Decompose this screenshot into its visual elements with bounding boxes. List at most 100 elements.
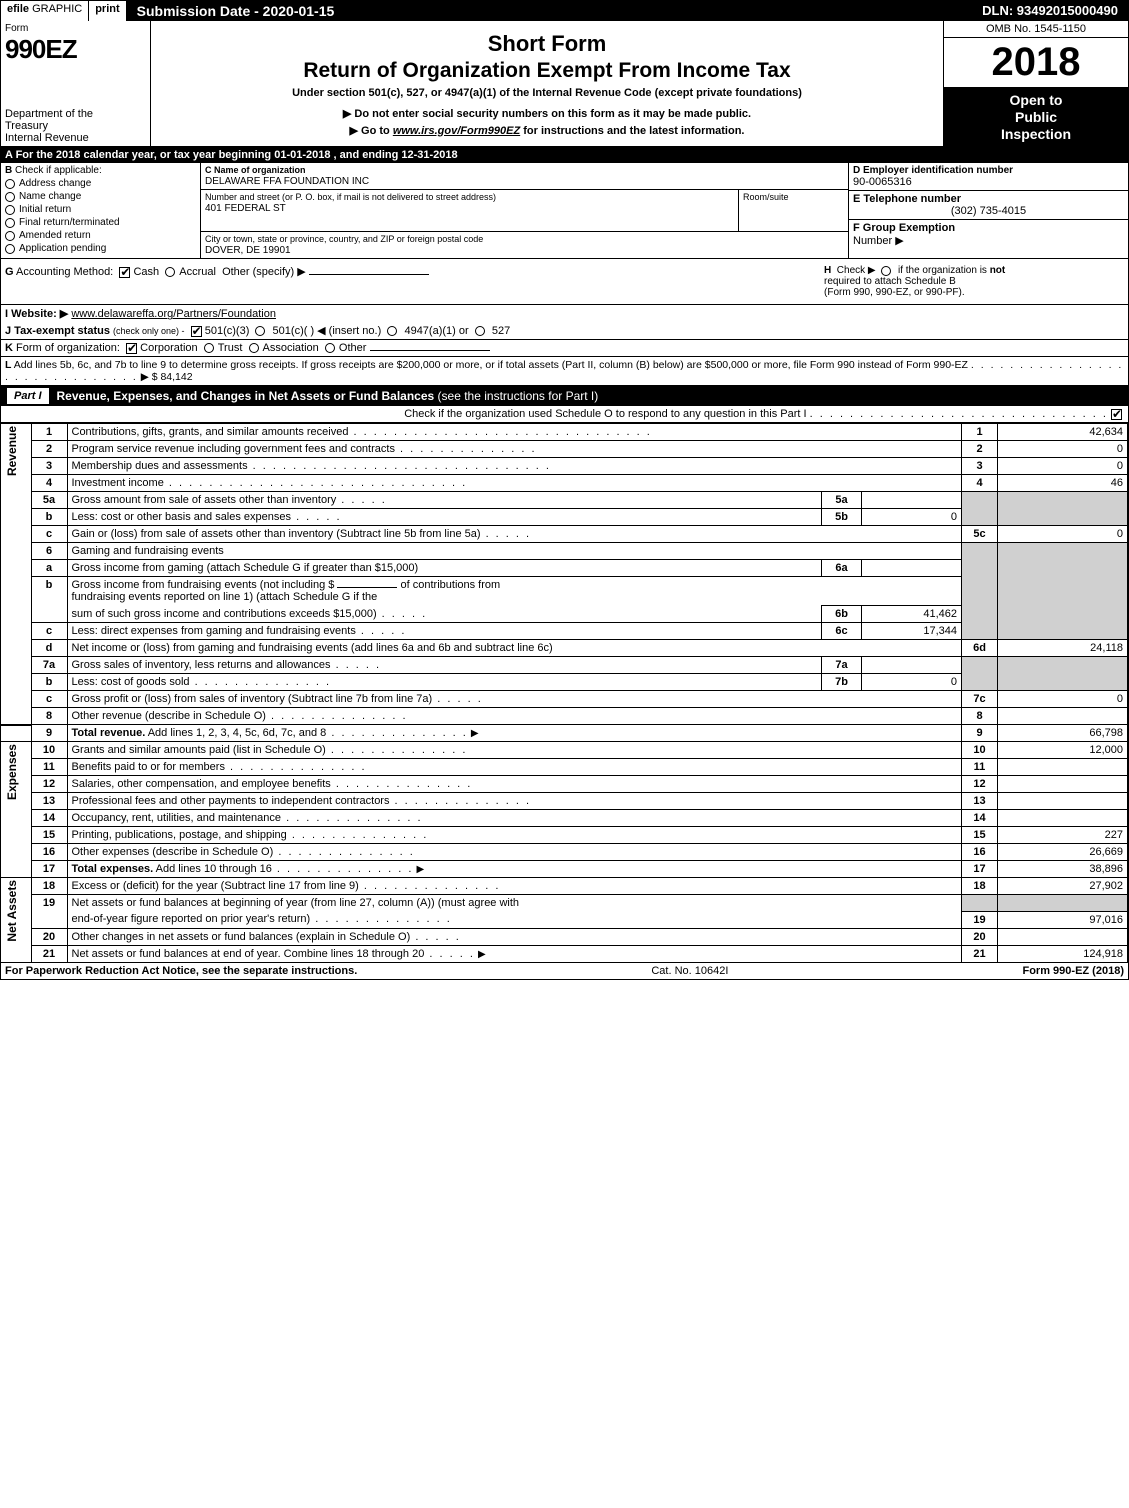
- l21-txt-span: Net assets or fund balances at end of ye…: [72, 948, 425, 960]
- line-5b: b Less: cost or other basis and sales ex…: [1, 509, 1128, 526]
- footer-right-pre: Form: [1022, 965, 1053, 977]
- k-other-line[interactable]: [370, 350, 490, 351]
- l9-txt: Total revenue. Add lines 1, 2, 3, 4, 5c,…: [67, 725, 962, 742]
- line-6a: a Gross income from gaming (attach Sched…: [1, 560, 1128, 577]
- l19-grey: [962, 895, 998, 912]
- chk-initial-label: Initial return: [19, 204, 71, 215]
- l7b-sub: 7b: [822, 674, 862, 691]
- l7c-dots: [432, 693, 483, 705]
- l12-rn: 12: [962, 776, 998, 793]
- c-letter: C: [205, 165, 212, 175]
- l11-txt-span: Benefits paid to or for members: [72, 761, 225, 773]
- print-button[interactable]: print: [89, 1, 126, 21]
- chk-assoc[interactable]: [249, 343, 259, 353]
- l19-txt2: end-of-year figure reported on prior yea…: [72, 913, 311, 925]
- i-website-row: I Website: ▶ www.delawareffa.org/Partner…: [1, 305, 1128, 322]
- l14-dots: [281, 812, 423, 824]
- l21-num: 21: [31, 945, 67, 962]
- dept-line2: Treasury: [5, 120, 146, 132]
- l6b-amount-line[interactable]: [337, 587, 397, 588]
- chk-cash[interactable]: [119, 267, 130, 278]
- f-label2: Number: [853, 235, 892, 247]
- chk-initial-return[interactable]: Initial return: [5, 204, 196, 215]
- chk-501c[interactable]: [255, 326, 265, 336]
- chk-other[interactable]: [325, 343, 335, 353]
- netassets-vlabel: Net Assets: [1, 878, 31, 963]
- l16-dots: [273, 846, 415, 858]
- chk-corp[interactable]: [126, 343, 137, 354]
- website-value[interactable]: www.delawareffa.org/Partners/Foundation: [71, 308, 276, 320]
- line-12: 12 Salaries, other compensation, and emp…: [1, 776, 1128, 793]
- l6c-subval: 17,344: [862, 623, 962, 640]
- footer-right: Form 990-EZ (2018): [1022, 965, 1124, 977]
- part1-dots: [810, 408, 1108, 420]
- chk-trust[interactable]: [204, 343, 214, 353]
- other-label: Other (specify) ▶: [222, 266, 306, 278]
- l16-txt-span: Other expenses (describe in Schedule O): [72, 846, 274, 858]
- l6d-rn: 6d: [962, 640, 998, 657]
- l18-txt: Excess or (deficit) for the year (Subtra…: [67, 878, 962, 895]
- goto-link[interactable]: www.irs.gov/Form990EZ: [393, 125, 520, 137]
- l17-txt: Total expenses. Add lines 10 through 16: [67, 861, 962, 878]
- org-name: DELAWARE FFA FOUNDATION INC: [205, 176, 369, 187]
- l5a-txt: Gross amount from sale of assets other t…: [67, 492, 822, 509]
- l3-rn: 3: [962, 458, 998, 475]
- line-11: 11 Benefits paid to or for members 11: [1, 759, 1128, 776]
- l9-dots: [326, 727, 468, 739]
- top-bar: efile GRAPHIC print Submission Date - 20…: [1, 1, 1128, 21]
- chk-name-change[interactable]: Name change: [5, 191, 196, 202]
- g-acct: Accounting Method:: [16, 266, 113, 278]
- chk-h[interactable]: [881, 266, 891, 276]
- l6b-num: b: [31, 577, 67, 623]
- tax-year: 2018: [944, 38, 1128, 88]
- chk-part1-scho[interactable]: [1111, 409, 1122, 420]
- org-name-box: C Name of organization DELAWARE FFA FOUN…: [201, 163, 848, 190]
- chk-app-pending[interactable]: Application pending: [5, 243, 196, 254]
- part1-header: Part I Revenue, Expenses, and Changes in…: [1, 386, 1128, 406]
- l6c-dots: [356, 625, 407, 637]
- l13-txt: Professional fees and other payments to …: [67, 793, 962, 810]
- l4-dots: [164, 477, 467, 489]
- chk-amended-return[interactable]: Amended return: [5, 230, 196, 241]
- l5c-val: 0: [998, 526, 1128, 543]
- l7ab-grey: [962, 657, 998, 691]
- l9-vlabel-spacer: [1, 725, 31, 742]
- entity-row: B Check if applicable: Address change Na…: [1, 163, 1128, 259]
- line-7b: b Less: cost of goods sold 7b 0: [1, 674, 1128, 691]
- chk-501c3[interactable]: [191, 326, 202, 337]
- chk-accrual[interactable]: [165, 267, 175, 277]
- l2-num: 2: [31, 441, 67, 458]
- chk-address-change[interactable]: Address change: [5, 178, 196, 189]
- short-form-title: Short Form: [488, 31, 607, 57]
- l6-grey-val: [998, 543, 1128, 640]
- l16-val: 26,669: [998, 844, 1128, 861]
- room-label: Room/suite: [743, 192, 789, 202]
- accrual-label: Accrual: [179, 266, 216, 278]
- l9-rn: 9: [962, 725, 998, 742]
- l15-num: 15: [31, 827, 67, 844]
- chk-final-return[interactable]: Final return/terminated: [5, 217, 196, 228]
- g-box: G Accounting Method: Cash Accrual Other …: [5, 265, 824, 298]
- h-txt4: (Form 990, 990-EZ, or 990-PF).: [824, 287, 965, 298]
- l1-txt-span: Contributions, gifts, grants, and simila…: [72, 426, 349, 438]
- revenue-vlabel-text: Revenue: [5, 426, 19, 476]
- line-7c: c Gross profit or (loss) from sales of i…: [1, 691, 1128, 708]
- l7a-txt-span: Gross sales of inventory, less returns a…: [72, 659, 331, 671]
- chk-4947[interactable]: [387, 326, 397, 336]
- dept-line1: Department of the: [5, 108, 146, 120]
- l1-dots: [348, 426, 651, 438]
- l6a-num: a: [31, 560, 67, 577]
- f-label: F Group Exemption: [853, 222, 955, 234]
- chk-527[interactable]: [475, 326, 485, 336]
- j-501c3: 501(c)(3): [205, 325, 250, 337]
- l5b-dots: [291, 511, 342, 523]
- l17-rn: 17: [962, 861, 998, 878]
- l7a-subval: [862, 657, 962, 674]
- other-specify-line[interactable]: [309, 274, 429, 275]
- line-10: Expenses 10 Grants and similar amounts p…: [1, 742, 1128, 759]
- addr-row: Number and street (or P. O. box, if mail…: [201, 190, 848, 232]
- l19-num: 19: [31, 895, 67, 929]
- part1-check-text: Check if the organization used Schedule …: [404, 408, 806, 420]
- l15-val: 227: [998, 827, 1128, 844]
- l6-grey: [962, 543, 998, 640]
